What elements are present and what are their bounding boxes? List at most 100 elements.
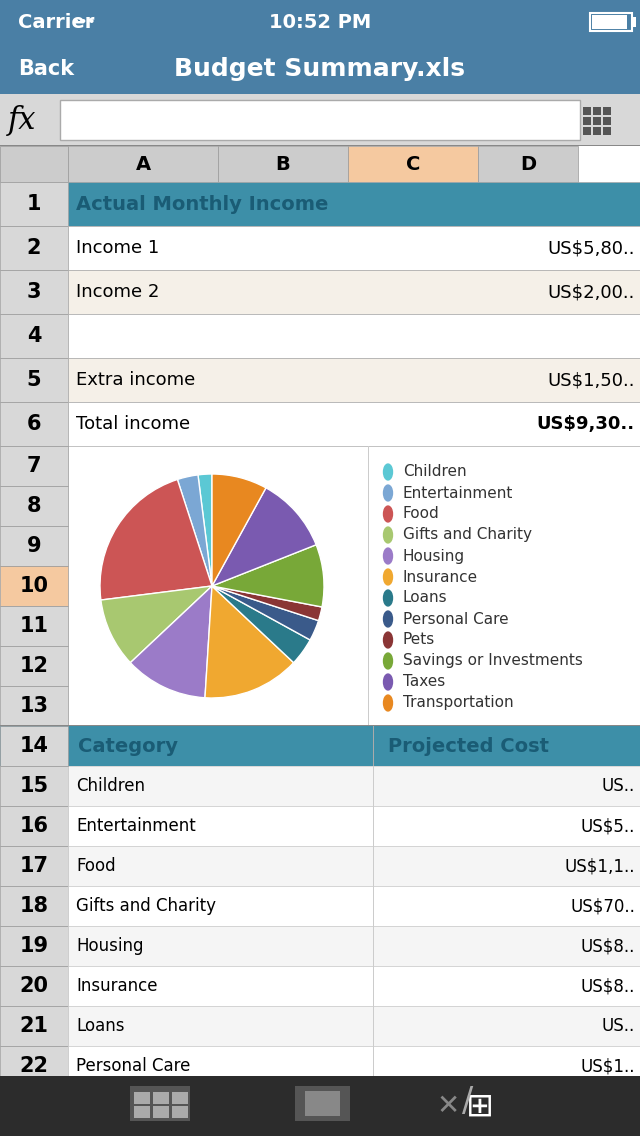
Text: 21: 21 — [19, 1016, 49, 1036]
Text: Gifts and Charity: Gifts and Charity — [76, 897, 216, 914]
Wedge shape — [100, 479, 212, 600]
Wedge shape — [101, 586, 212, 662]
Text: 13: 13 — [19, 696, 49, 716]
Text: 16: 16 — [19, 816, 49, 836]
Bar — [153, 1106, 169, 1118]
Text: Income 2: Income 2 — [76, 283, 159, 301]
Bar — [348, 147, 478, 182]
Text: Food: Food — [76, 857, 116, 875]
Text: 8: 8 — [27, 496, 41, 516]
Text: Income 1: Income 1 — [76, 239, 159, 257]
Bar — [373, 1006, 374, 1046]
Bar — [592, 15, 627, 30]
Text: A: A — [136, 154, 150, 174]
Wedge shape — [198, 474, 212, 586]
Bar — [0, 147, 68, 182]
Bar — [583, 127, 591, 135]
Bar — [373, 886, 374, 926]
Text: Housing: Housing — [403, 549, 465, 563]
Bar — [373, 766, 374, 807]
Text: US..: US.. — [602, 777, 635, 795]
Bar — [0, 226, 68, 270]
Text: US$70..: US$70.. — [570, 897, 635, 914]
Bar — [130, 1086, 190, 1121]
Text: Children: Children — [403, 465, 467, 479]
Text: 1: 1 — [27, 194, 41, 214]
Bar — [172, 1092, 188, 1104]
Bar — [603, 107, 611, 115]
Bar — [593, 107, 601, 115]
Bar — [0, 446, 68, 486]
Bar — [0, 358, 68, 402]
Text: US$2,00..: US$2,00.. — [548, 283, 635, 301]
Text: ⊞: ⊞ — [146, 1089, 174, 1122]
Bar — [0, 766, 68, 807]
Bar — [68, 358, 640, 402]
Bar — [60, 100, 580, 140]
Text: Children: Children — [76, 777, 145, 795]
Bar — [134, 1106, 150, 1118]
Text: Category: Category — [78, 736, 178, 755]
Bar — [0, 1046, 68, 1086]
Text: 22: 22 — [19, 1056, 49, 1076]
Bar — [0, 886, 68, 926]
Bar — [373, 807, 374, 846]
Text: Savings or Investments: Savings or Investments — [403, 653, 583, 668]
Bar — [218, 147, 348, 182]
Text: 2: 2 — [27, 239, 41, 258]
Text: 15: 15 — [19, 776, 49, 796]
Text: 20: 20 — [19, 976, 49, 996]
Text: 6: 6 — [27, 414, 41, 434]
Text: 7: 7 — [27, 456, 41, 476]
Bar — [593, 117, 601, 125]
Text: B: B — [276, 154, 291, 174]
Bar — [632, 17, 636, 27]
Text: Transportation: Transportation — [403, 695, 514, 710]
Text: 12: 12 — [19, 655, 49, 676]
Bar — [305, 1091, 340, 1116]
Bar — [68, 182, 640, 226]
Bar — [583, 117, 591, 125]
Text: Budget Summary.xls: Budget Summary.xls — [175, 57, 465, 81]
Text: 11: 11 — [19, 616, 49, 636]
Text: 3: 3 — [27, 282, 41, 302]
Text: Actual Monthly Income: Actual Monthly Income — [76, 194, 328, 214]
Bar — [68, 270, 640, 314]
Text: US$8..: US$8.. — [580, 937, 635, 955]
Text: 10:52 PM: 10:52 PM — [269, 12, 371, 32]
Text: Carrier: Carrier — [18, 12, 94, 32]
Text: US$5..: US$5.. — [580, 817, 635, 835]
Bar — [68, 886, 640, 926]
Bar — [368, 446, 369, 726]
Text: ⊞: ⊞ — [466, 1089, 494, 1122]
Text: Gifts and Charity: Gifts and Charity — [403, 527, 532, 543]
Bar — [68, 402, 640, 446]
Bar — [0, 402, 68, 446]
Bar — [0, 314, 68, 358]
Bar — [373, 926, 374, 966]
Bar — [68, 314, 640, 358]
Bar — [0, 686, 68, 726]
Wedge shape — [177, 475, 212, 586]
Bar — [68, 1046, 640, 1086]
Text: US..: US.. — [602, 1017, 635, 1035]
Text: 9: 9 — [27, 536, 42, 556]
Text: ✕: ✕ — [436, 1092, 460, 1120]
Text: •••: ••• — [72, 15, 97, 30]
Text: Pets: Pets — [403, 633, 435, 648]
Text: Back: Back — [18, 59, 74, 80]
Text: Total income: Total income — [76, 415, 190, 433]
Bar — [0, 926, 68, 966]
Bar — [68, 766, 640, 807]
Text: C: C — [406, 154, 420, 174]
Bar — [0, 1076, 640, 1136]
Bar — [153, 1092, 169, 1104]
Bar — [68, 1006, 640, 1046]
Bar — [0, 646, 68, 686]
Bar — [373, 846, 374, 886]
Text: Extra income: Extra income — [76, 371, 195, 389]
Wedge shape — [212, 474, 266, 586]
Text: 14: 14 — [19, 736, 49, 755]
Wedge shape — [212, 586, 319, 640]
Bar — [373, 726, 374, 766]
